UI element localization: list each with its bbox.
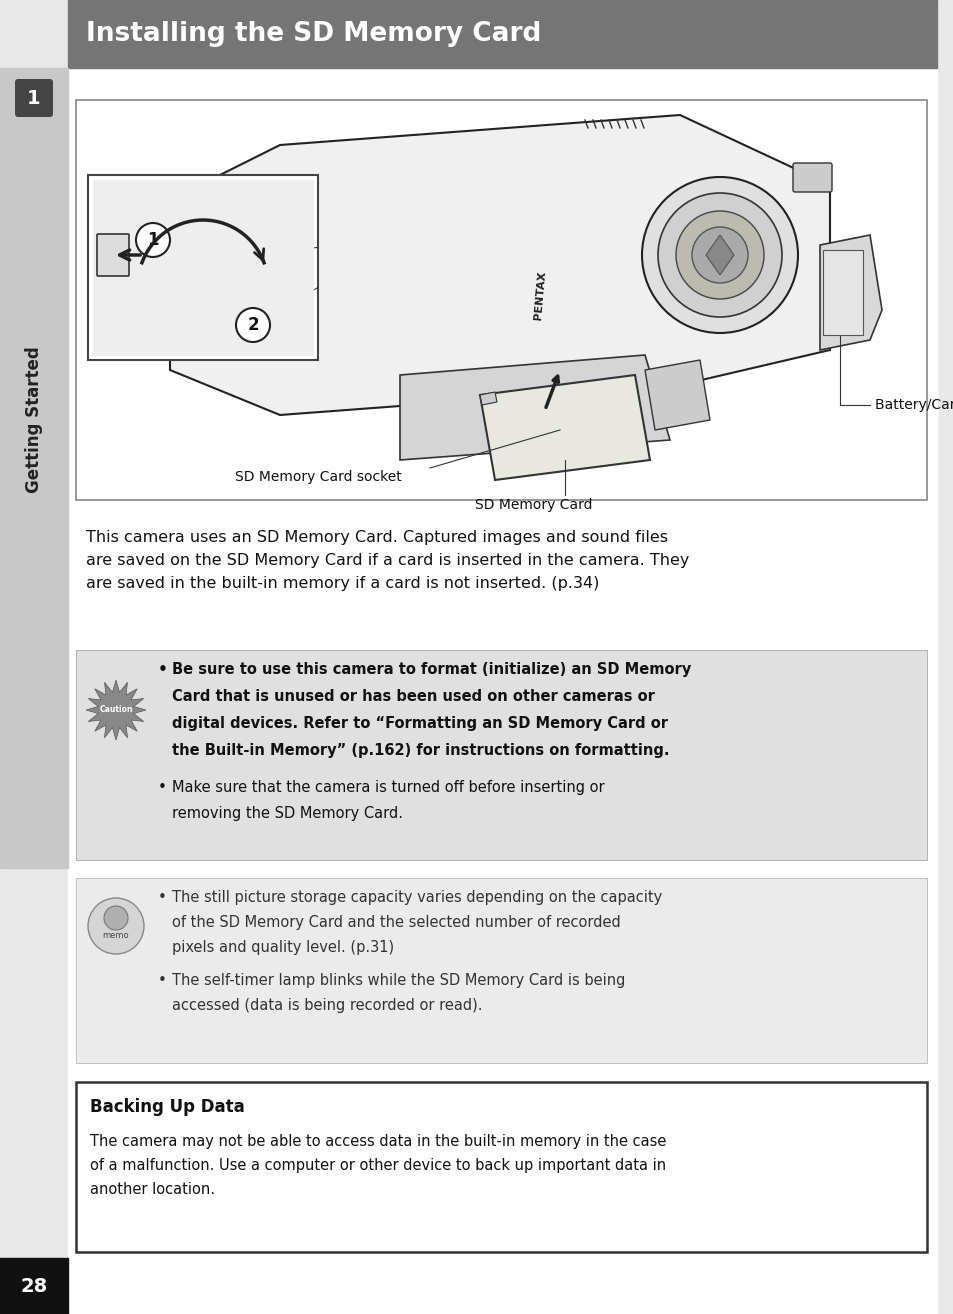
Text: Battery/Card cover: Battery/Card cover (874, 398, 953, 413)
Text: accessed (data is being recorded or read).: accessed (data is being recorded or read… (172, 999, 482, 1013)
FancyBboxPatch shape (76, 878, 926, 1063)
Text: another location.: another location. (90, 1183, 214, 1197)
Text: Backing Up Data: Backing Up Data (90, 1099, 245, 1116)
Circle shape (676, 212, 763, 300)
Text: Card that is unused or has been used on other cameras or: Card that is unused or has been used on … (172, 689, 654, 704)
FancyBboxPatch shape (15, 79, 53, 117)
Text: •: • (158, 662, 168, 677)
Text: SD Memory Card: SD Memory Card (475, 498, 592, 512)
Text: The still picture storage capacity varies depending on the capacity: The still picture storage capacity varie… (172, 890, 661, 905)
Polygon shape (644, 360, 709, 430)
Text: 2: 2 (247, 315, 258, 334)
Text: The self-timer lamp blinks while the SD Memory Card is being: The self-timer lamp blinks while the SD … (172, 972, 625, 988)
Text: of a malfunction. Use a computer or other device to back up important data in: of a malfunction. Use a computer or othe… (90, 1158, 665, 1173)
FancyBboxPatch shape (88, 175, 317, 360)
Circle shape (691, 227, 747, 283)
Circle shape (658, 193, 781, 317)
Text: SD Memory Card socket: SD Memory Card socket (234, 470, 401, 484)
Text: Getting Started: Getting Started (25, 347, 43, 493)
Circle shape (136, 223, 170, 258)
FancyBboxPatch shape (792, 163, 831, 192)
Text: The camera may not be able to access data in the built-in memory in the case: The camera may not be able to access dat… (90, 1134, 666, 1148)
Polygon shape (170, 116, 829, 415)
Text: the Built-in Memory” (p.162) for instructions on formatting.: the Built-in Memory” (p.162) for instruc… (172, 742, 669, 758)
Text: •: • (158, 781, 167, 795)
Text: 28: 28 (20, 1276, 48, 1296)
Polygon shape (479, 374, 649, 480)
Text: pixels and quality level. (p.31): pixels and quality level. (p.31) (172, 940, 394, 955)
Bar (0, 68, 68, 869)
FancyBboxPatch shape (76, 100, 926, 501)
Circle shape (88, 897, 144, 954)
Text: PENTAX: PENTAX (533, 271, 547, 319)
Text: of the SD Memory Card and the selected number of recorded: of the SD Memory Card and the selected n… (172, 915, 620, 930)
Polygon shape (479, 392, 497, 405)
Text: Installing the SD Memory Card: Installing the SD Memory Card (86, 21, 540, 47)
FancyBboxPatch shape (76, 1081, 926, 1252)
Bar (0, 1257, 68, 1314)
Text: Caution: Caution (99, 706, 132, 715)
Polygon shape (86, 681, 146, 740)
Circle shape (104, 905, 128, 930)
Text: memo: memo (103, 932, 130, 941)
Circle shape (641, 177, 797, 332)
Text: •: • (158, 972, 167, 988)
Polygon shape (399, 355, 669, 460)
Text: This camera uses an SD Memory Card. Captured images and sound files
are saved on: This camera uses an SD Memory Card. Capt… (86, 530, 689, 590)
Text: Be sure to use this camera to format (initialize) an SD Memory: Be sure to use this camera to format (in… (172, 662, 691, 677)
Circle shape (235, 307, 270, 342)
Polygon shape (705, 235, 733, 275)
Bar (68, 0, 936, 68)
FancyBboxPatch shape (822, 250, 862, 335)
FancyBboxPatch shape (97, 234, 129, 276)
Bar (92, 180, 313, 355)
FancyBboxPatch shape (76, 650, 926, 859)
Polygon shape (820, 235, 882, 350)
Text: 1: 1 (27, 88, 41, 108)
Text: Make sure that the camera is turned off before inserting or: Make sure that the camera is turned off … (172, 781, 604, 795)
Text: digital devices. Refer to “Formatting an SD Memory Card or: digital devices. Refer to “Formatting an… (172, 716, 667, 731)
Text: 1: 1 (147, 231, 158, 248)
Text: •: • (158, 890, 167, 905)
Text: removing the SD Memory Card.: removing the SD Memory Card. (172, 805, 402, 821)
